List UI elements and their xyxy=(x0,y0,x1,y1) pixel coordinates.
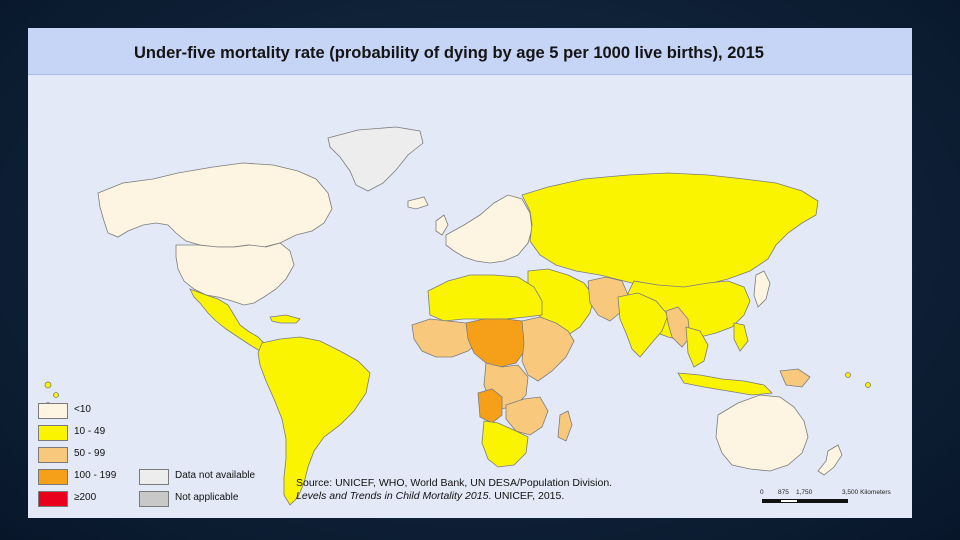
indochina-region xyxy=(685,326,709,368)
uk-region xyxy=(435,214,449,236)
indonesia-region xyxy=(677,372,773,396)
legend-label-gte200: ≥200 xyxy=(74,492,97,503)
legend-swatch-lt10 xyxy=(38,403,68,419)
legend-label-not-applicable: Not applicable xyxy=(175,492,239,503)
world-map-svg xyxy=(44,126,871,506)
legend-swatch-gte200 xyxy=(38,491,68,507)
south-america-region xyxy=(257,336,371,506)
legend-label-100-199: 100 - 199 xyxy=(74,470,117,481)
greenland-region xyxy=(327,126,424,192)
papua-new-guinea-region xyxy=(779,368,811,388)
source-line-1: Source: UNICEF, WHO, World Bank, UN DESA… xyxy=(296,477,613,489)
caribbean-region xyxy=(269,314,301,324)
myanmar-laos-region xyxy=(665,306,691,348)
north-africa-region xyxy=(427,274,543,322)
scale-tick-1750: 1,750 xyxy=(796,489,813,496)
sahel-central-africa-region xyxy=(465,318,531,368)
southern-africa-region xyxy=(481,420,529,468)
world-map xyxy=(28,75,912,518)
europe-region xyxy=(445,194,533,264)
legend-swatch-10-49 xyxy=(38,425,68,441)
pacific-island xyxy=(44,381,52,389)
iceland-region xyxy=(407,196,429,210)
source-line-2: Levels and Trends in Child Mortality 201… xyxy=(296,490,564,502)
legend-swatch-data-not-available xyxy=(139,469,169,485)
scale-segment xyxy=(780,499,798,503)
legend-swatch-not-applicable xyxy=(139,491,169,507)
usa-region xyxy=(175,242,295,306)
legend-label-50-99: 50 - 99 xyxy=(74,448,106,459)
legend-label-lt10: <10 xyxy=(74,404,91,415)
map-title: Under-five mortality rate (probability o… xyxy=(134,44,764,62)
pacific-island xyxy=(53,392,59,398)
pacific-island xyxy=(865,382,871,388)
canada-alaska-region xyxy=(97,162,333,248)
new-zealand-region xyxy=(817,444,843,476)
angola-region xyxy=(477,388,503,424)
india-region xyxy=(617,292,669,358)
title-bar: Under-five mortality rate (probability o… xyxy=(28,28,912,75)
legend-label-10-49: 10 - 49 xyxy=(74,426,106,437)
source-publication-rest: . UNICEF, 2015. xyxy=(488,490,565,502)
legend-swatch-50-99 xyxy=(38,447,68,463)
legend-label-data-not-available: Data not available xyxy=(175,470,256,481)
japan-region xyxy=(753,270,771,308)
madagascar-region xyxy=(557,410,573,442)
southeast-africa-region xyxy=(505,396,549,436)
scale-segment xyxy=(798,499,848,503)
east-africa-region xyxy=(521,316,575,382)
map-slide: Under-five mortality rate (probability o… xyxy=(28,28,912,518)
scale-tick-0: 0 xyxy=(760,489,764,496)
australia-region xyxy=(715,394,809,472)
source-publication-title: Levels and Trends in Child Mortality 201… xyxy=(296,490,489,502)
scale-segment xyxy=(762,499,780,503)
russia-region xyxy=(521,172,819,290)
pacific-island xyxy=(845,372,851,378)
scale-tick-3500: 3,500 Kilometers xyxy=(842,489,891,496)
legend-swatch-100-199 xyxy=(38,469,68,485)
scale-tick-875: 875 xyxy=(778,489,789,496)
philippines-region xyxy=(733,322,749,352)
scale-bar: 0 875 1,750 3,500 Kilometers xyxy=(758,489,908,509)
